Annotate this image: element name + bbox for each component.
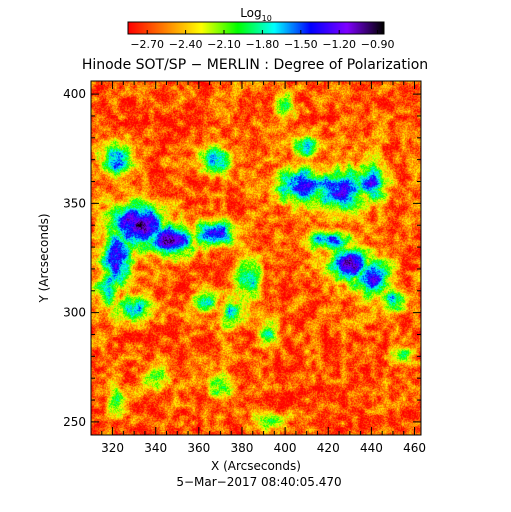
y-tick-label: 400 [63, 87, 86, 101]
x-tick-label: 420 [317, 441, 340, 455]
colorbar-label: Log10 [240, 6, 272, 23]
x-tick-label: 400 [274, 441, 297, 455]
colorbar-tick-label: −2.40 [169, 38, 203, 51]
colorbar-tick-label: −1.20 [322, 38, 356, 51]
colorbar-tick-label: −2.70 [130, 38, 164, 51]
x-tick-label: 340 [144, 441, 167, 455]
x-axis-label: X (Arcseconds) [211, 459, 301, 473]
colorbar-ticks: −2.70 −2.40 −2.10 −1.80 −1.50 −1.20 −0.90 [130, 30, 394, 51]
observation-timestamp: 5−Mar−2017 08:40:05.470 [176, 475, 341, 489]
y-tick-label: 350 [63, 196, 86, 210]
colorbar-label-base: Log [240, 6, 261, 20]
y-tick-label: 250 [63, 415, 86, 429]
x-tick-label: 320 [101, 441, 124, 455]
x-tick-label: 360 [187, 441, 210, 455]
colorbar-tick-label: −1.80 [246, 38, 280, 51]
colorbar-label-subscript: 10 [262, 14, 272, 23]
y-axis-label: Y (Arcseconds) [37, 213, 51, 303]
y-tick-label: 300 [63, 306, 86, 320]
plot-frame [90, 80, 422, 436]
colorbar-tick-label: −0.90 [361, 38, 395, 51]
colorbar-tick-label: −2.10 [207, 38, 241, 51]
chart-title: Hinode SOT/SP − MERLIN : Degree of Polar… [82, 57, 428, 73]
colorbar [128, 22, 384, 34]
x-tick-label: 460 [403, 441, 426, 455]
x-tick-label: 380 [231, 441, 254, 455]
colorbar-frame [127, 21, 385, 35]
x-tick-label: 440 [360, 441, 383, 455]
polarization-map [91, 81, 421, 435]
colorbar-tick-label: −1.50 [284, 38, 318, 51]
axis-ticks: 320 340 360 380 400 420 440 460 250 300 350 400 [63, 81, 426, 455]
